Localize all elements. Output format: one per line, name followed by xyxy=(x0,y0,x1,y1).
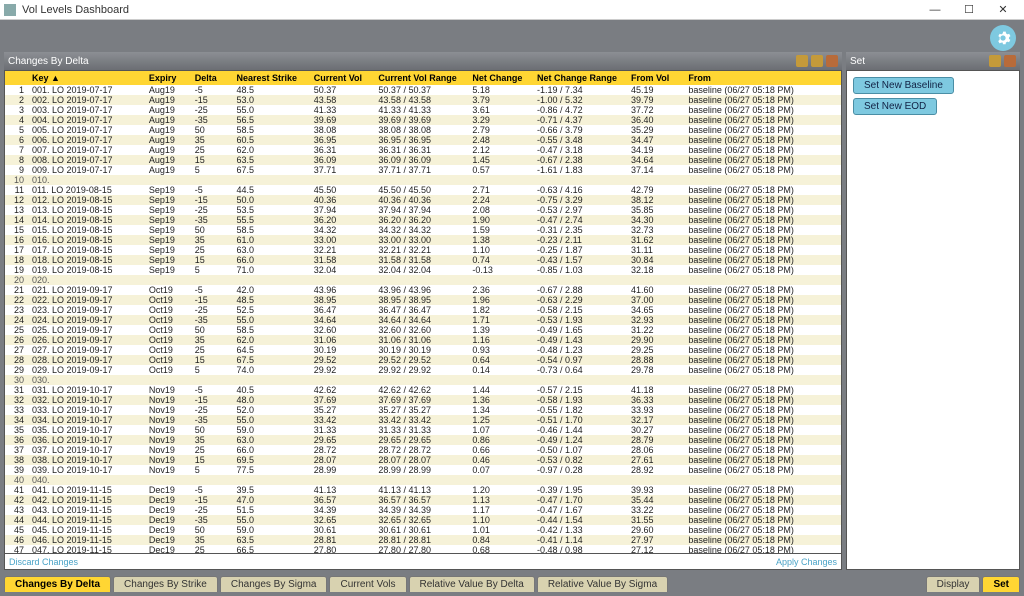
table-row[interactable]: 2002. LO 2019-07-17Aug19-1553.043.5843.5… xyxy=(5,95,841,105)
panel-header-left: Changes By Delta xyxy=(4,52,842,70)
window-maximize-button[interactable]: ☐ xyxy=(952,0,986,20)
tab-relative-value-by-sigma[interactable]: Relative Value By Sigma xyxy=(537,576,668,592)
settings-gear-icon[interactable] xyxy=(990,25,1016,51)
column-header-ncr[interactable]: Net Change Range xyxy=(533,71,627,85)
table-row[interactable]: 40040. xyxy=(5,475,841,485)
table-row[interactable]: 42042. LO 2019-11-15Dec19-1547.036.5736.… xyxy=(5,495,841,505)
column-header-ns[interactable]: Nearest Strike xyxy=(233,71,310,85)
column-header-cvr[interactable]: Current Vol Range xyxy=(374,71,468,85)
table-row[interactable]: 14014. LO 2019-08-15Sep19-3555.536.2036.… xyxy=(5,215,841,225)
table-row[interactable]: 23023. LO 2019-09-17Oct19-2552.536.4736.… xyxy=(5,305,841,315)
set-panel-body: Set New Baseline Set New EOD xyxy=(846,70,1020,570)
table-row[interactable]: 26026. LO 2019-09-17Oct193562.031.0631.0… xyxy=(5,335,841,345)
tab-changes-by-delta[interactable]: Changes By Delta xyxy=(4,576,111,592)
table-row[interactable]: 8008. LO 2019-07-17Aug191563.536.0936.09… xyxy=(5,155,841,165)
table-row[interactable]: 29029. LO 2019-09-17Oct19574.029.9229.92… xyxy=(5,365,841,375)
apply-changes-link[interactable]: Apply Changes xyxy=(776,557,837,567)
table-row[interactable]: 24024. LO 2019-09-17Oct19-3555.034.6434.… xyxy=(5,315,841,325)
table-row[interactable]: 6006. LO 2019-07-17Aug193560.536.9536.95… xyxy=(5,135,841,145)
table-row[interactable]: 37037. LO 2019-10-17Nov192566.028.7228.7… xyxy=(5,445,841,455)
table-row[interactable]: 12012. LO 2019-08-15Sep19-1550.040.3640.… xyxy=(5,195,841,205)
tab-changes-by-sigma[interactable]: Changes By Sigma xyxy=(220,576,328,592)
panel-tool-icon[interactable] xyxy=(989,55,1001,67)
column-header-from[interactable]: From xyxy=(684,71,841,85)
table-row[interactable]: 44044. LO 2019-11-15Dec19-3555.032.6532.… xyxy=(5,515,841,525)
window-titlebar: Vol Levels Dashboard — ☐ ✕ xyxy=(0,0,1024,20)
table-row[interactable]: 31031. LO 2019-10-17Nov19-540.542.6242.6… xyxy=(5,385,841,395)
tab-display[interactable]: Display xyxy=(926,576,981,592)
app-chrome: Changes By Delta Key ▲ExpiryDeltaNearest… xyxy=(0,20,1024,596)
table-row[interactable]: 7007. LO 2019-07-17Aug192562.036.3136.31… xyxy=(5,145,841,155)
tab-relative-value-by-delta[interactable]: Relative Value By Delta xyxy=(409,576,535,592)
panel-title-right: Set xyxy=(850,56,865,67)
window-minimize-button[interactable]: — xyxy=(918,0,952,20)
table-row[interactable]: 25025. LO 2019-09-17Oct195058.532.6032.6… xyxy=(5,325,841,335)
panel-restore-icon[interactable] xyxy=(811,55,823,67)
column-header-key[interactable]: Key ▲ xyxy=(28,71,145,85)
table-row[interactable]: 15015. LO 2019-08-15Sep195058.534.3234.3… xyxy=(5,225,841,235)
panel-header-right: Set xyxy=(846,52,1020,70)
grid-header-row: Key ▲ExpiryDeltaNearest StrikeCurrent Vo… xyxy=(5,71,841,85)
discard-changes-link[interactable]: Discard Changes xyxy=(9,557,78,567)
table-row[interactable]: 1001. LO 2019-07-17Aug19-548.550.3750.37… xyxy=(5,85,841,95)
set-new-baseline-button[interactable]: Set New Baseline xyxy=(853,77,954,94)
panel-title-left: Changes By Delta xyxy=(8,56,89,67)
data-grid: Key ▲ExpiryDeltaNearest StrikeCurrent Vo… xyxy=(5,71,841,554)
table-row[interactable]: 19019. LO 2019-08-15Sep19571.032.0432.04… xyxy=(5,265,841,275)
column-header-delta[interactable]: Delta xyxy=(191,71,233,85)
column-header-nc[interactable]: Net Change xyxy=(468,71,533,85)
table-row[interactable]: 3003. LO 2019-07-17Aug19-2555.041.3341.3… xyxy=(5,105,841,115)
table-row[interactable]: 43043. LO 2019-11-15Dec19-2551.534.3934.… xyxy=(5,505,841,515)
main-area: Changes By Delta Key ▲ExpiryDeltaNearest… xyxy=(4,52,1020,570)
table-row[interactable]: 38038. LO 2019-10-17Nov191569.528.0728.0… xyxy=(5,455,841,465)
bottom-tabs: Changes By DeltaChanges By StrikeChanges… xyxy=(4,570,1020,592)
table-row[interactable]: 30030. xyxy=(5,375,841,385)
set-new-eod-button[interactable]: Set New EOD xyxy=(853,98,937,115)
window-close-button[interactable]: ✕ xyxy=(986,0,1020,20)
table-row[interactable]: 9009. LO 2019-07-17Aug19567.537.7137.71 … xyxy=(5,165,841,175)
table-row[interactable]: 11011. LO 2019-08-15Sep19-544.545.5045.5… xyxy=(5,185,841,195)
panel-set: Set Set New Baseline Set New EOD xyxy=(846,52,1020,570)
table-row[interactable]: 27027. LO 2019-09-17Oct192564.530.1930.1… xyxy=(5,345,841,355)
panel-close-icon-right[interactable] xyxy=(1004,55,1016,67)
table-row[interactable]: 28028. LO 2019-09-17Oct191567.529.5229.5… xyxy=(5,355,841,365)
grid-footer: Discard Changes Apply Changes xyxy=(4,554,842,570)
table-row[interactable]: 34034. LO 2019-10-17Nov19-3555.033.4233.… xyxy=(5,415,841,425)
table-row[interactable]: 18018. LO 2019-08-15Sep191566.031.5831.5… xyxy=(5,255,841,265)
column-header-fv[interactable]: From Vol xyxy=(627,71,684,85)
table-row[interactable]: 17017. LO 2019-08-15Sep192563.032.2132.2… xyxy=(5,245,841,255)
table-row[interactable]: 16016. LO 2019-08-15Sep193561.033.0033.0… xyxy=(5,235,841,245)
table-row[interactable]: 22022. LO 2019-09-17Oct19-1548.538.9538.… xyxy=(5,295,841,305)
column-header-expiry[interactable]: Expiry xyxy=(145,71,191,85)
table-row[interactable]: 47047. LO 2019-11-15Dec192566.527.8027.8… xyxy=(5,545,841,554)
tab-current-vols[interactable]: Current Vols xyxy=(329,576,406,592)
table-row[interactable]: 21021. LO 2019-09-17Oct19-542.043.9643.9… xyxy=(5,285,841,295)
table-row[interactable]: 41041. LO 2019-11-15Dec19-539.541.1341.1… xyxy=(5,485,841,495)
table-row[interactable]: 32032. LO 2019-10-17Nov19-1548.037.6937.… xyxy=(5,395,841,405)
table-row[interactable]: 4004. LO 2019-07-17Aug19-3556.539.6939.6… xyxy=(5,115,841,125)
table-row[interactable]: 39039. LO 2019-10-17Nov19577.528.9928.99… xyxy=(5,465,841,475)
grid-scroll-area[interactable]: Key ▲ExpiryDeltaNearest StrikeCurrent Vo… xyxy=(4,70,842,554)
table-row[interactable]: 10010. xyxy=(5,175,841,185)
window-title: Vol Levels Dashboard xyxy=(22,4,918,16)
table-row[interactable]: 33033. LO 2019-10-17Nov19-2552.035.2735.… xyxy=(5,405,841,415)
tab-changes-by-strike[interactable]: Changes By Strike xyxy=(113,576,218,592)
panel-changes-by-delta: Changes By Delta Key ▲ExpiryDeltaNearest… xyxy=(4,52,842,570)
panel-close-icon[interactable] xyxy=(826,55,838,67)
table-row[interactable]: 36036. LO 2019-10-17Nov193563.029.6529.6… xyxy=(5,435,841,445)
tab-set[interactable]: Set xyxy=(982,576,1020,592)
column-header-cv[interactable]: Current Vol xyxy=(310,71,375,85)
table-row[interactable]: 35035. LO 2019-10-17Nov195059.031.3331.3… xyxy=(5,425,841,435)
table-row[interactable]: 13013. LO 2019-08-15Sep19-2553.537.9437.… xyxy=(5,205,841,215)
panel-pin-icon[interactable] xyxy=(796,55,808,67)
table-row[interactable]: 46046. LO 2019-11-15Dec193563.528.8128.8… xyxy=(5,535,841,545)
app-icon xyxy=(4,4,16,16)
table-row[interactable]: 20020. xyxy=(5,275,841,285)
table-row[interactable]: 5005. LO 2019-07-17Aug195058.538.0838.08… xyxy=(5,125,841,135)
table-row[interactable]: 45045. LO 2019-11-15Dec195059.030.6130.6… xyxy=(5,525,841,535)
top-toolbar xyxy=(4,24,1020,52)
column-header-idx[interactable] xyxy=(5,71,28,85)
